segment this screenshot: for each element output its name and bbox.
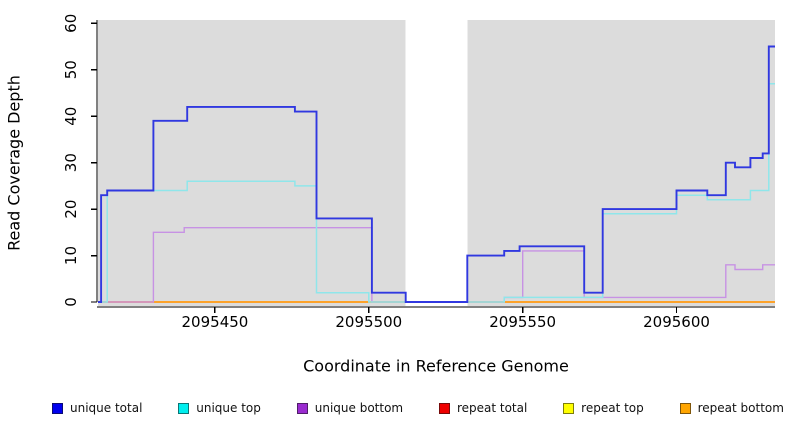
series-unique-total [98,45,775,303]
x-tick-label: 2095600 [643,313,710,331]
legend-item-unique-total: unique total [52,401,142,415]
plot-canvas: 0 10 20 30 40 50 60 2095450 2095500 2095550 209560… [62,14,775,331]
x-axis-title: Coordinate in Reference Genome [303,356,569,376]
legend: unique total unique top unique bottom re… [52,398,784,418]
legend-swatch-repeat-bottom-icon [679,402,691,414]
y-tick-label: 40 [62,107,80,126]
legend-item-repeat-bottom: repeat bottom [679,401,784,415]
y-tick-label: 30 [62,153,80,172]
y-tick-label: 10 [62,246,80,265]
x-tick-label: 2095450 [182,313,249,331]
x-tick-label: 2095500 [335,313,402,331]
y-tick-label: 20 [62,200,80,219]
y-tick-label: 60 [62,14,80,33]
legend-swatch-unique-bottom-icon [296,402,308,414]
coverage-gap-region [405,23,468,303]
legend-item-repeat-total: repeat total [438,401,528,415]
legend-item-unique-bottom: unique bottom [296,401,404,415]
series-unique-bottom [98,227,775,303]
legend-label: unique bottom [314,401,404,415]
legend-item-repeat-top: repeat top [563,401,644,415]
background-band [98,20,406,306]
legend-swatch-repeat-total-icon [438,402,450,414]
legend-swatch-unique-top-icon [178,402,190,414]
y-axis-title: Read Coverage Depth [4,75,24,251]
legend-label: unique total [70,401,143,415]
background-band [467,20,775,306]
legend-item-unique-top: unique top [178,401,261,415]
legend-label: repeat top [581,401,644,415]
legend-swatch-repeat-top-icon [563,402,575,414]
series-unique-top [98,82,775,303]
legend-label: repeat bottom [697,401,784,415]
y-tick-label: 50 [62,60,80,79]
x-tick-label: 2095550 [489,313,556,331]
y-tick-label: 0 [62,297,80,307]
legend-label: repeat total [456,401,528,415]
legend-swatch-unique-total-icon [52,402,63,414]
legend-label: unique top [196,401,261,415]
